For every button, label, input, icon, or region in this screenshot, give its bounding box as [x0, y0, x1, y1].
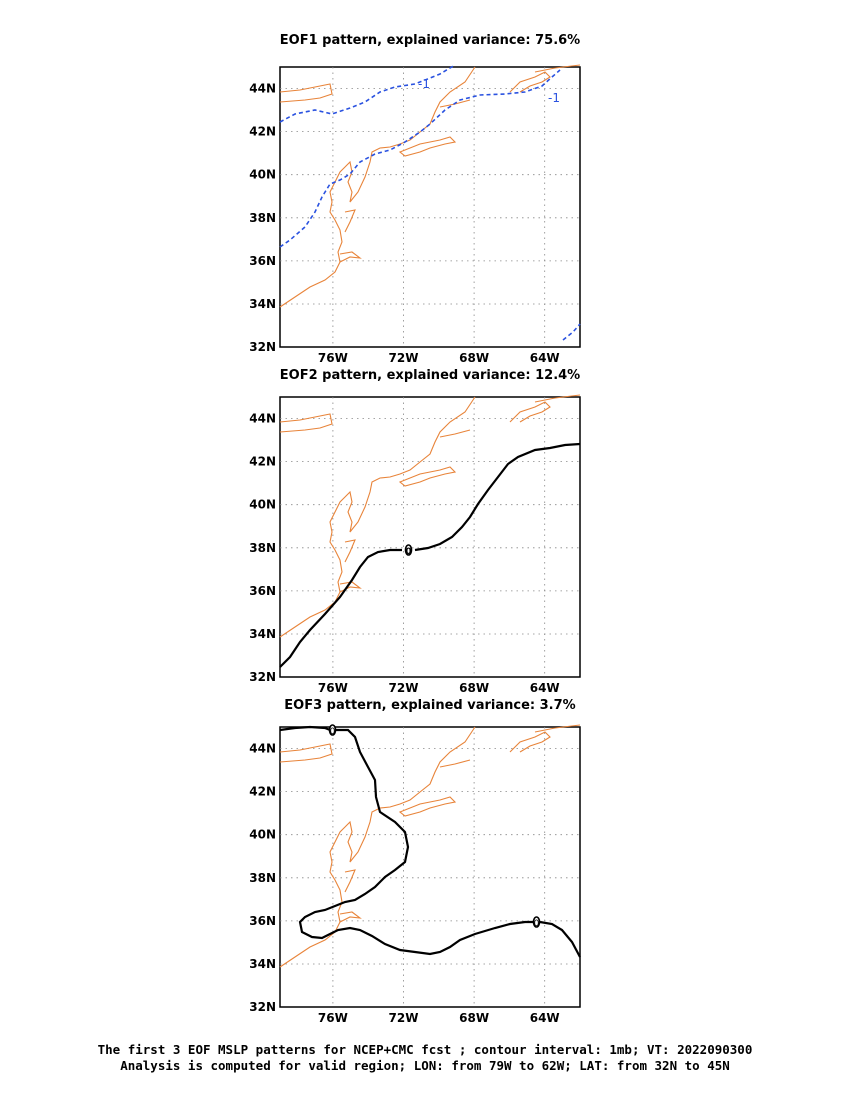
lat-axis: 44N 42N 40N 38N 36N 34N 32N — [249, 412, 276, 685]
lon-tick: 76W — [318, 1011, 348, 1025]
figure-caption: The first 3 EOF MSLP patterns for NCEP+C… — [0, 1042, 850, 1074]
lon-tick: 64W — [530, 681, 560, 695]
lat-tick: 42N — [249, 455, 276, 469]
coastline — [279, 724, 581, 968]
lat-tick: 40N — [249, 828, 276, 842]
lat-tick: 42N — [249, 785, 276, 799]
panel3-map: 0 0 44N 42N 40N 38N 36N 34N 32N 76W 72W … — [249, 724, 581, 1025]
lon-tick: 68W — [459, 1011, 489, 1025]
lat-tick: 38N — [249, 211, 276, 225]
lon-axis: 76W 72W 68W 64W — [318, 681, 560, 695]
lat-tick: 32N — [249, 670, 276, 684]
lat-tick: 44N — [249, 742, 276, 756]
lat-tick: 36N — [249, 584, 276, 598]
lon-tick: 72W — [389, 351, 419, 365]
lat-tick: 34N — [249, 627, 276, 641]
eof3-contour-label: 0 — [330, 727, 336, 737]
lon-tick: 68W — [459, 351, 489, 365]
lon-axis: 76W 72W 68W 64W — [318, 351, 560, 365]
lat-tick: 44N — [249, 412, 276, 426]
eof1-contour-label: -1 — [548, 91, 560, 105]
lon-tick: 68W — [459, 681, 489, 695]
lat-tick: 32N — [249, 1000, 276, 1014]
lat-tick: 34N — [249, 297, 276, 311]
lat-tick: 40N — [249, 498, 276, 512]
lon-tick: 76W — [318, 681, 348, 695]
eof1-contour — [279, 64, 581, 341]
eof1-contour-label: -1 — [418, 77, 430, 91]
panel1-title: EOF1 pattern, explained variance: 75.6% — [279, 33, 581, 48]
lat-tick: 38N — [249, 871, 276, 885]
eof3-contour-label: 0 — [534, 919, 540, 929]
caption-line-2: Analysis is computed for valid region; L… — [120, 1058, 730, 1073]
lat-tick: 40N — [249, 168, 276, 182]
lon-tick: 72W — [389, 681, 419, 695]
coastline — [279, 394, 581, 638]
eof2-contour-label: 0 — [405, 547, 411, 557]
eof2-contour — [279, 442, 581, 668]
lat-tick: 42N — [249, 125, 276, 139]
lon-tick: 64W — [530, 351, 560, 365]
lon-tick: 72W — [389, 1011, 419, 1025]
lat-tick: 32N — [249, 340, 276, 354]
panel2-map: 0 44N 42N 40N 38N 36N 34N 32N 76W 72W 68… — [249, 394, 581, 695]
caption-line-1: The first 3 EOF MSLP patterns for NCEP+C… — [97, 1042, 753, 1057]
lon-tick: 76W — [318, 351, 348, 365]
lat-tick: 36N — [249, 914, 276, 928]
lat-tick: 44N — [249, 82, 276, 96]
lat-axis: 44N 42N 40N 38N 36N 34N 32N — [249, 742, 276, 1015]
lon-tick: 64W — [530, 1011, 560, 1025]
panel1-map: -1 -1 44N 42N 40N 38N 36N 34N 32N 76W 72… — [249, 64, 581, 365]
lat-axis: 44N 42N 40N 38N 36N 34N 32N — [249, 82, 276, 355]
lat-tick: 36N — [249, 254, 276, 268]
lat-tick: 38N — [249, 541, 276, 555]
panel3-title: EOF3 pattern, explained variance: 3.7% — [284, 698, 576, 713]
lon-axis: 76W 72W 68W 64W — [318, 1011, 560, 1025]
panel2-title: EOF2 pattern, explained variance: 12.4% — [279, 368, 581, 383]
lat-tick: 34N — [249, 957, 276, 971]
eof3-contour — [279, 724, 581, 958]
